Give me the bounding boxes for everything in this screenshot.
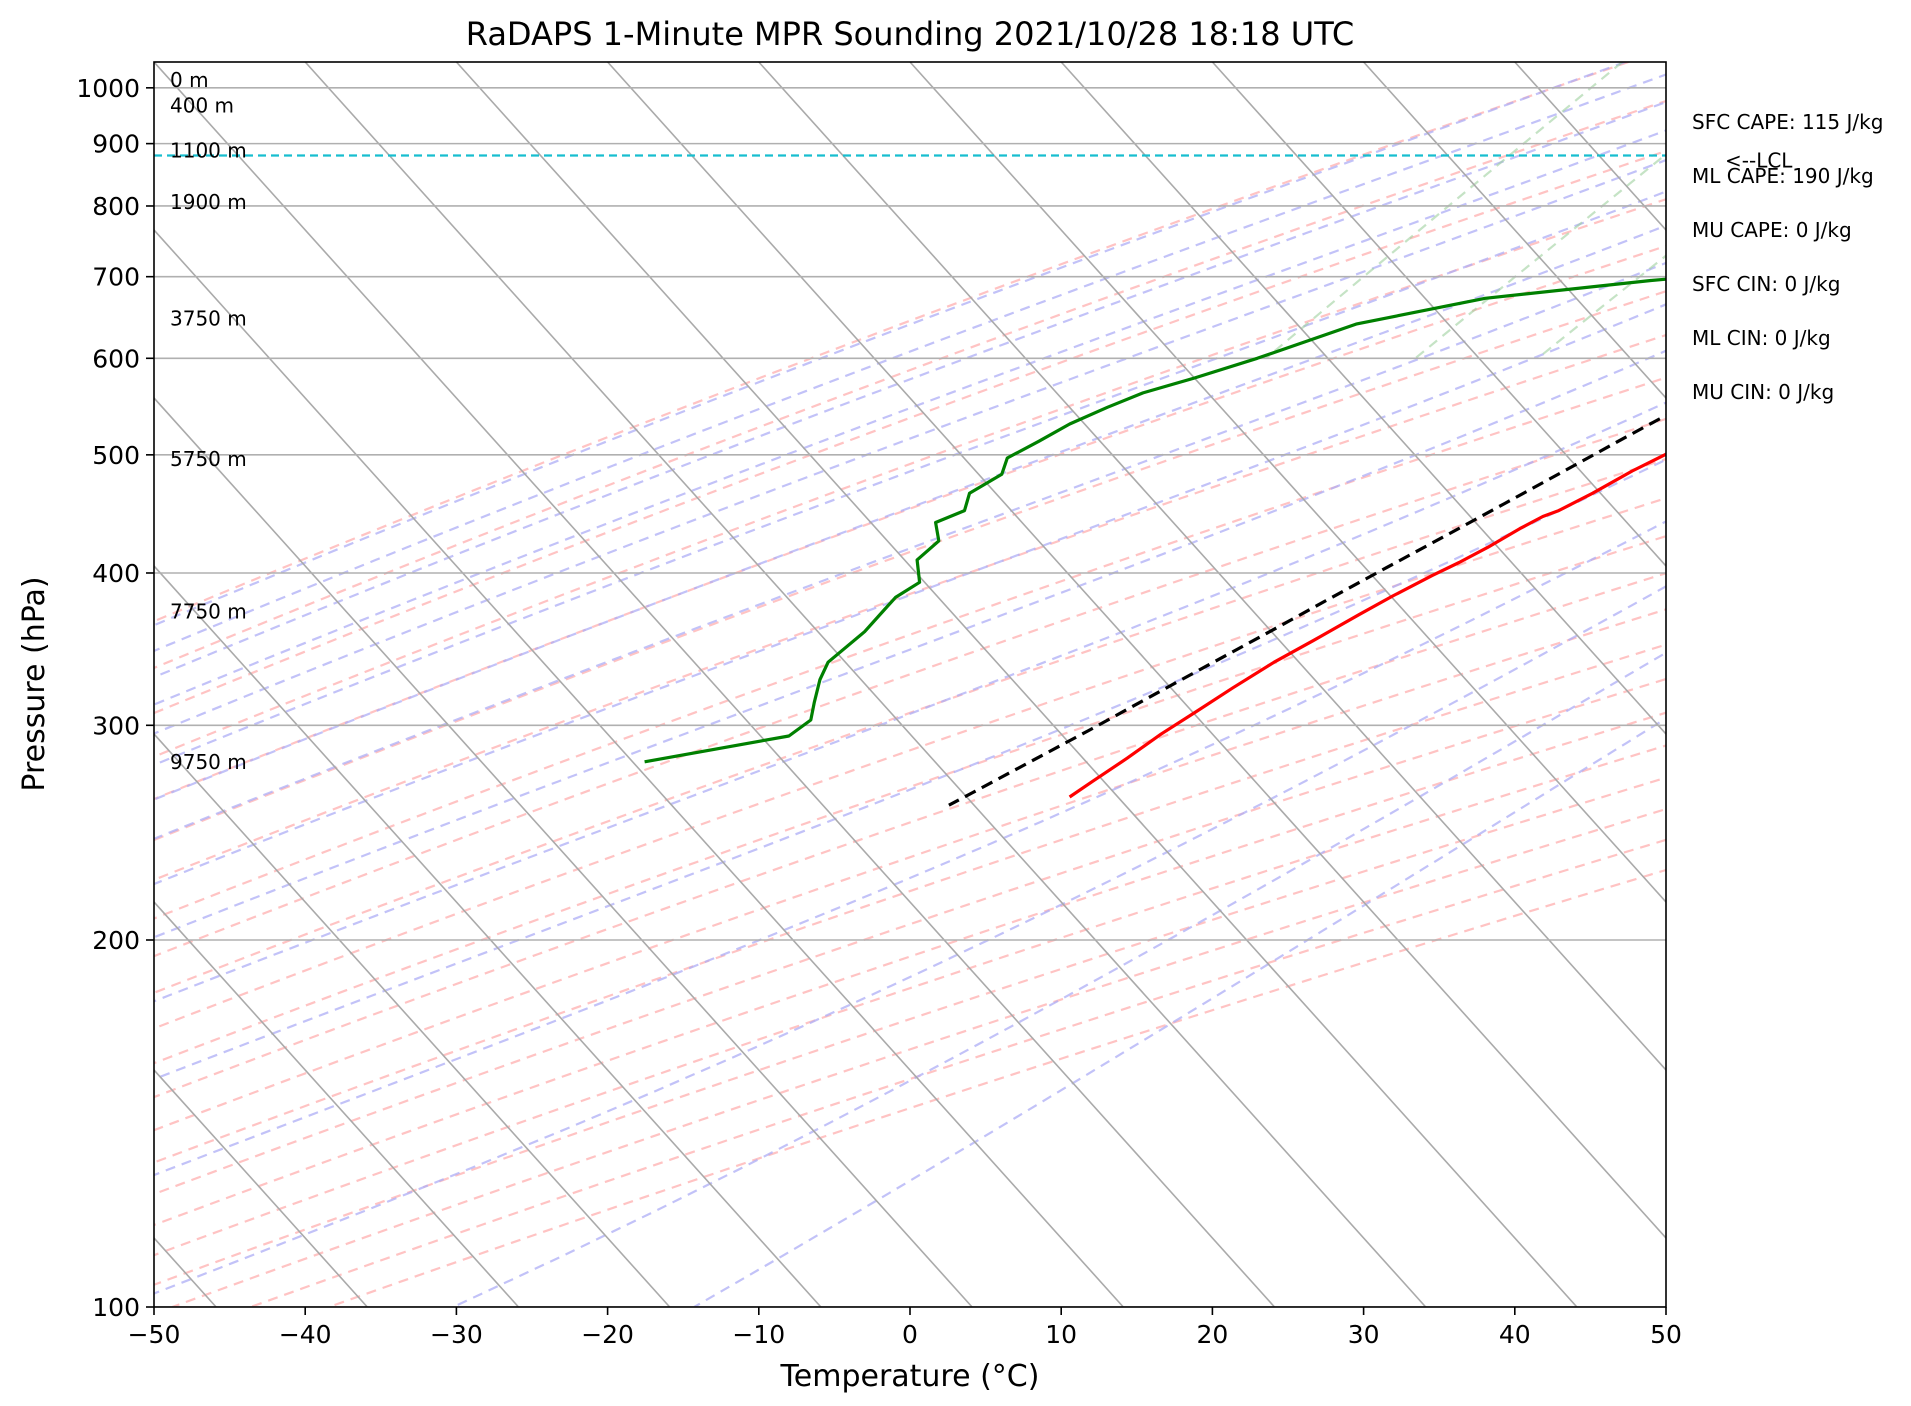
isotherm bbox=[455, 62, 1578, 1307]
series-line-1 bbox=[1068, 452, 1666, 799]
y-tick-label: 600 bbox=[92, 344, 140, 373]
y-tick-label: 400 bbox=[92, 559, 140, 588]
dry-adiabat bbox=[154, 290, 1666, 842]
isotherm bbox=[304, 62, 1427, 1307]
stat-line: MU CIN: 0 J/kg bbox=[1692, 380, 1834, 404]
y-axis-label: Pressure (hPa) bbox=[17, 576, 52, 791]
dry-adiabat bbox=[250, 838, 1666, 1307]
moist-adiabat bbox=[154, 261, 1666, 840]
dry-adiabat bbox=[154, 608, 1666, 1132]
stat-line: ML CIN: 0 J/kg bbox=[1692, 326, 1831, 350]
x-axis-ticks: −50 −40 −30 −20 −10 0 10 20 30 40 50 bbox=[128, 1307, 1682, 1349]
mixing-ratio-line bbox=[1537, 254, 1666, 360]
isotherm bbox=[154, 62, 1276, 1307]
dry-adiabat bbox=[154, 744, 1666, 1257]
stat-line: ML CAPE: 190 J/kg bbox=[1692, 164, 1874, 188]
series-line-2 bbox=[644, 277, 1666, 764]
isotherm bbox=[1060, 62, 1666, 736]
stats-panel: SFC CAPE: 115 J/kg ML CAPE: 190 J/kg MU CA… bbox=[1692, 110, 1883, 404]
height-labels: 9750 m 7750 m 5750 m 3750 m 1900 m 1100 m 400 … bbox=[170, 68, 247, 774]
height-label: 5750 m bbox=[170, 447, 247, 471]
dry-adiabat bbox=[154, 711, 1666, 1227]
x-axis-label: Temperature (°C) bbox=[780, 1359, 1040, 1394]
isotherm bbox=[154, 564, 822, 1307]
y-axis-ticks: 100 200 300 400 500 600 700 800 900 1000 bbox=[76, 74, 154, 1322]
x-tick-label: −10 bbox=[732, 1320, 785, 1349]
height-label: 400 m bbox=[170, 94, 234, 118]
series-group bbox=[154, 154, 1666, 807]
isotherm bbox=[1211, 62, 1666, 568]
x-tick-label: −20 bbox=[581, 1320, 634, 1349]
height-label: 3750 m bbox=[170, 306, 247, 330]
x-tick-label: 0 bbox=[902, 1320, 918, 1349]
y-tick-label: 100 bbox=[92, 1293, 140, 1322]
moist-adiabat bbox=[452, 651, 1666, 1307]
dry-adiabat bbox=[154, 643, 1666, 1164]
y-tick-label: 1000 bbox=[76, 74, 140, 103]
moist-adiabat bbox=[693, 717, 1666, 1307]
y-tick-label: 900 bbox=[92, 130, 140, 159]
chart-title: RaDAPS 1-Minute MPR Sounding 2021/10/28 … bbox=[466, 15, 1354, 53]
isotherm bbox=[154, 732, 671, 1307]
height-label: 7750 m bbox=[170, 599, 247, 623]
dry-adiabat bbox=[154, 149, 1666, 715]
isotherm bbox=[758, 62, 1666, 1072]
moist-adiabat bbox=[154, 458, 1666, 1081]
height-label: 1900 m bbox=[170, 190, 247, 214]
y-tick-label: 800 bbox=[92, 192, 140, 221]
dry-adiabat bbox=[154, 535, 1666, 1065]
dry-adiabat bbox=[154, 99, 1666, 670]
dry-adiabat bbox=[154, 62, 1629, 623]
mixing-ratio-line bbox=[1265, 62, 1623, 360]
dry-adiabat bbox=[154, 376, 1666, 920]
grid bbox=[154, 62, 1666, 1307]
isotherm bbox=[607, 62, 1666, 1240]
x-tick-label: 50 bbox=[1650, 1320, 1682, 1349]
isotherm bbox=[154, 900, 520, 1307]
series-line-3 bbox=[948, 413, 1666, 807]
isotherm bbox=[154, 1068, 368, 1307]
height-label: 1100 m bbox=[170, 139, 247, 163]
y-tick-label: 200 bbox=[92, 926, 140, 955]
dry-adiabat bbox=[154, 776, 1666, 1286]
height-label: 9750 m bbox=[170, 750, 247, 774]
stat-line: MU CAPE: 0 J/kg bbox=[1692, 218, 1852, 242]
dry-adiabat bbox=[154, 677, 1666, 1196]
stat-line: SFC CAPE: 115 J/kg bbox=[1692, 110, 1883, 134]
y-tick-label: 500 bbox=[92, 441, 140, 470]
dry-adiabat bbox=[154, 457, 1666, 994]
lcl-label: <--LCL bbox=[1725, 149, 1793, 173]
x-tick-label: −40 bbox=[279, 1320, 332, 1349]
x-tick-label: 30 bbox=[1348, 1320, 1380, 1349]
x-tick-label: −30 bbox=[430, 1320, 483, 1349]
isotherm bbox=[909, 62, 1666, 904]
y-tick-label: 300 bbox=[92, 711, 140, 740]
x-tick-label: 10 bbox=[1045, 1320, 1077, 1349]
x-tick-label: −50 bbox=[128, 1320, 181, 1349]
isotherm bbox=[154, 228, 1124, 1307]
isotherm bbox=[1363, 62, 1666, 400]
isotherm bbox=[154, 396, 973, 1307]
moist-adiabat bbox=[154, 520, 1666, 1177]
x-tick-label: 40 bbox=[1499, 1320, 1531, 1349]
x-tick-label: 20 bbox=[1196, 1320, 1228, 1349]
dry-adiabat bbox=[154, 198, 1666, 758]
height-label: 0 m bbox=[170, 68, 209, 92]
stat-line: SFC CIN: 0 J/kg bbox=[1692, 272, 1840, 296]
y-tick-label: 700 bbox=[92, 263, 140, 292]
